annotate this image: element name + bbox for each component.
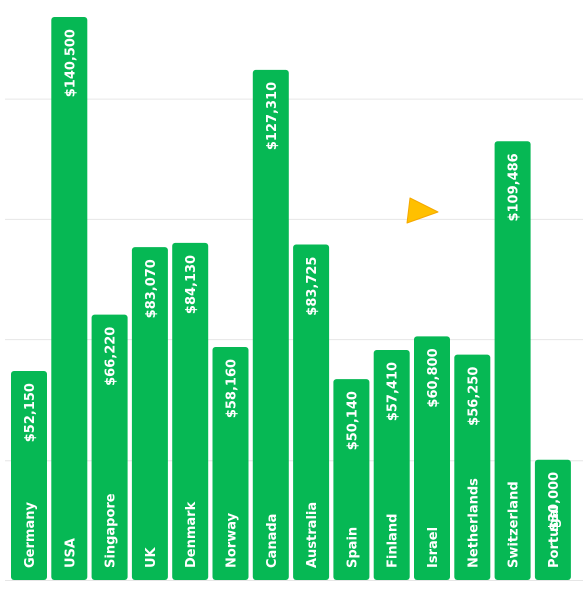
value-label: $140,500 bbox=[63, 29, 78, 97]
value-label: $50,140 bbox=[345, 391, 360, 450]
value-label: $58,160 bbox=[225, 359, 240, 418]
category-label: Australia bbox=[305, 502, 320, 568]
value-label: $30,000 bbox=[547, 472, 562, 531]
value-label: $52,150 bbox=[23, 383, 38, 442]
category-label: Singapore bbox=[104, 493, 119, 568]
value-label: $56,250 bbox=[466, 367, 481, 426]
category-label: Norway bbox=[225, 512, 240, 568]
category-label: Spain bbox=[345, 527, 360, 568]
value-label: $83,070 bbox=[144, 259, 159, 318]
value-label: $84,130 bbox=[184, 255, 199, 314]
value-label: $127,310 bbox=[265, 82, 280, 150]
value-label: $83,725 bbox=[305, 257, 320, 316]
value-label: $60,800 bbox=[426, 348, 441, 407]
category-label: USA bbox=[63, 538, 78, 568]
category-label: Denmark bbox=[184, 501, 199, 568]
category-label: UK bbox=[144, 546, 159, 568]
category-label: Netherlands bbox=[466, 478, 481, 568]
bars bbox=[11, 17, 571, 580]
category-label: Israel bbox=[426, 527, 441, 568]
category-label: Canada bbox=[265, 514, 280, 568]
category-label: Switzerland bbox=[507, 481, 522, 568]
value-label: $57,410 bbox=[386, 362, 401, 421]
category-label: Germany bbox=[23, 502, 38, 568]
value-label: $66,220 bbox=[104, 327, 119, 386]
value-label: $109,486 bbox=[507, 153, 522, 221]
bar-usa bbox=[51, 17, 87, 580]
category-label: Finland bbox=[386, 514, 401, 568]
